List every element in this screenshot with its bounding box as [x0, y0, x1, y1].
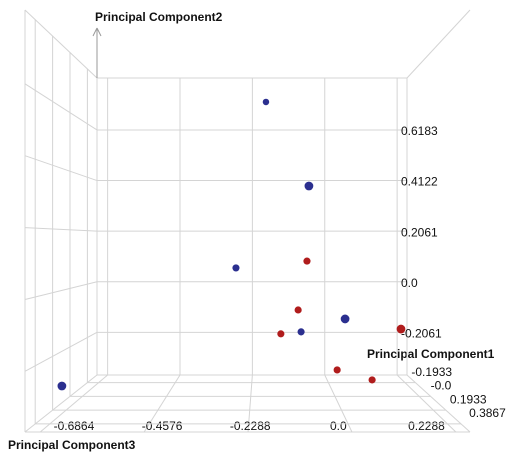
grid-line — [39, 374, 108, 433]
point — [396, 324, 406, 334]
grid-line — [143, 374, 181, 433]
grid-line — [24, 227, 98, 232]
grid-line — [396, 374, 457, 433]
z-tick-label: -0.0 — [431, 379, 452, 393]
point — [57, 381, 67, 391]
y-axis-title: Principal Component2 — [95, 10, 223, 24]
x-tick-label: 0.0 — [330, 419, 347, 433]
z-tick-label: 0.1933 — [450, 392, 487, 406]
grid-line — [24, 155, 98, 182]
grid-line — [324, 374, 353, 433]
grid-line — [24, 83, 98, 131]
frame-edge — [406, 374, 471, 433]
point — [294, 306, 302, 314]
frame-edge — [24, 9, 98, 79]
point — [368, 376, 376, 384]
y-tick-label: -0.2061 — [401, 326, 442, 340]
x-tick-label: 0.2288 — [408, 419, 445, 433]
y-tick-label: 0.0 — [401, 276, 418, 290]
point — [262, 98, 270, 106]
z-axis-title: Principal Component1 — [367, 347, 495, 361]
y-tick-label: 0.6183 — [401, 124, 438, 138]
point — [297, 328, 305, 336]
point — [340, 314, 350, 324]
axis-arrow — [96, 27, 102, 37]
point — [333, 366, 341, 374]
point — [303, 257, 311, 265]
axis-arrow — [92, 27, 98, 37]
grid-line — [24, 281, 98, 300]
z-tick-label: -0.1933 — [411, 365, 452, 379]
frame-edge — [406, 9, 471, 79]
x-tick-label: -0.2288 — [230, 419, 271, 433]
z-tick-label: 0.3867 — [469, 406, 506, 420]
x-tick-label: -0.4576 — [142, 419, 183, 433]
point — [304, 181, 314, 191]
grid-line — [247, 374, 253, 433]
y-tick-label: 0.4122 — [401, 175, 438, 189]
y-tick-label: 0.2061 — [401, 225, 438, 239]
frame-edge — [24, 374, 98, 433]
x-tick-label: -0.6864 — [54, 419, 95, 433]
point — [232, 264, 240, 272]
grid-line — [24, 331, 98, 372]
point — [277, 330, 285, 338]
x-axis-title: Principal Component3 — [8, 438, 136, 452]
